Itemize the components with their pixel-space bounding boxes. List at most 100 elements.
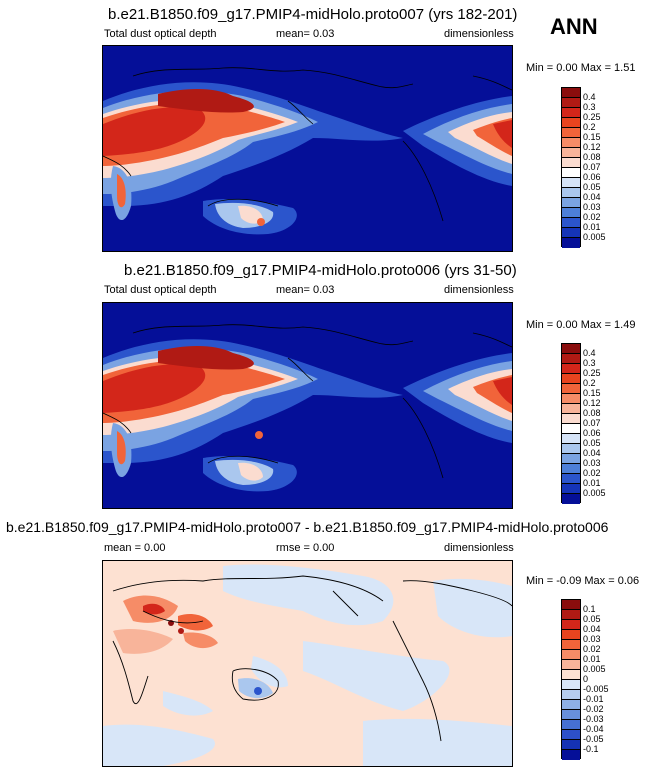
colorbar-tick-label: 0.07 — [583, 162, 601, 172]
colorbar-tick-label: 0.03 — [583, 634, 601, 644]
colorbar-tick-label: 0.02 — [583, 212, 601, 222]
colorbar-swatch — [562, 600, 580, 610]
colorbar-swatch — [562, 650, 580, 660]
colorbar-tick-label: 0.01 — [583, 654, 601, 664]
colorbar-swatch — [562, 454, 580, 464]
colorbar-tick-label: 0.08 — [583, 408, 601, 418]
panel-1-units: dimensionless — [444, 28, 514, 40]
colorbar-tick-label: 0.15 — [583, 132, 601, 142]
colorbar-tick-label: 0.06 — [583, 428, 601, 438]
panel-3-minmax: Min = -0.09 Max = 0.06 — [526, 575, 640, 587]
panel-3-rmse: rmse = 0.00 — [276, 542, 335, 554]
colorbar-tick-label: 0.12 — [583, 398, 601, 408]
colorbar-swatch — [562, 218, 580, 228]
dust-plume-sahara — [103, 339, 403, 463]
colorbar-swatch — [562, 484, 580, 494]
panel-2-colorbar — [561, 343, 581, 504]
colorbar-tick-label: 0.005 — [583, 232, 606, 242]
colorbar-tick-label: 0.2 — [583, 378, 596, 388]
colorbar-tick-label: -0.1 — [583, 744, 599, 754]
dust-australia — [203, 198, 297, 235]
colorbar-tick-label: -0.05 — [583, 734, 604, 744]
colorbar-swatch — [562, 394, 580, 404]
panel-3-map — [102, 560, 513, 767]
colorbar-swatch — [562, 88, 580, 98]
colorbar-tick-label: 0.05 — [583, 438, 601, 448]
colorbar-tick-label: 0.2 — [583, 122, 596, 132]
coastlines — [103, 67, 512, 222]
colorbar-swatch — [562, 238, 580, 248]
colorbar-swatch — [562, 364, 580, 374]
colorbar-tick-label: 0.04 — [583, 192, 601, 202]
colorbar-tick-label: 0.07 — [583, 418, 601, 428]
colorbar-swatch — [562, 384, 580, 394]
colorbar-swatch — [562, 128, 580, 138]
colorbar-swatch — [562, 148, 580, 158]
colorbar-tick-label: 0.01 — [583, 478, 601, 488]
colorbar-tick-label: 0.03 — [583, 458, 601, 468]
colorbar-tick-label: 0.08 — [583, 152, 601, 162]
colorbar-swatch — [562, 178, 580, 188]
colorbar-swatch — [562, 730, 580, 740]
panel-1-minmax: Min = 0.00 Max = 1.51 — [526, 62, 636, 74]
coastlines — [112, 575, 512, 742]
colorbar-tick-label: 0.02 — [583, 468, 601, 478]
colorbar-tick-label: 0.3 — [583, 102, 596, 112]
dust-atlantic — [403, 96, 512, 186]
colorbar-swatch — [562, 228, 580, 238]
colorbar-swatch — [562, 374, 580, 384]
season-label: ANN — [550, 14, 598, 39]
panel-3-units: dimensionless — [444, 542, 514, 554]
colorbar-tick-label: 0.1 — [583, 604, 596, 614]
colorbar-tick-label: -0.01 — [583, 694, 604, 704]
colorbar-tick-label: -0.04 — [583, 724, 604, 734]
colorbar-swatch — [562, 344, 580, 354]
panel-2-units: dimensionless — [444, 284, 514, 296]
colorbar-swatch — [562, 464, 580, 474]
colorbar-tick-label: 0.4 — [583, 348, 596, 358]
colorbar-swatch — [562, 740, 580, 750]
colorbar-swatch — [562, 138, 580, 148]
colorbar-tick-label: 0.05 — [583, 182, 601, 192]
colorbar-tick-label: 0.04 — [583, 624, 601, 634]
colorbar-tick-label: 0.005 — [583, 664, 606, 674]
panel-1-colorbar — [561, 87, 581, 248]
colorbar-swatch — [562, 610, 580, 620]
diff-australia-anomaly — [238, 678, 273, 699]
colorbar-tick-label: 0.4 — [583, 92, 596, 102]
colorbar-tick-label: 0.12 — [583, 142, 601, 152]
colorbar-swatch — [562, 700, 580, 710]
colorbar-tick-label: 0 — [583, 674, 589, 684]
panel-2-map-plot — [103, 324, 512, 492]
coastlines — [103, 324, 512, 479]
panel-2-mean: mean= 0.03 — [276, 284, 335, 296]
colorbar-swatch — [562, 168, 580, 178]
colorbar-swatch — [562, 188, 580, 198]
panel-1-mean: mean= 0.03 — [276, 28, 335, 40]
colorbar-tick-label: 0.25 — [583, 368, 601, 378]
colorbar-swatch — [562, 660, 580, 670]
diff-negative-regions — [103, 564, 512, 766]
panel-2-title: b.e21.B1850.f09_g17.PMIP4-midHolo.proto0… — [124, 262, 517, 279]
colorbar-swatch — [562, 208, 580, 218]
colorbar-swatch — [562, 474, 580, 484]
colorbar-tick-label: 0.06 — [583, 172, 601, 182]
colorbar-swatch — [562, 710, 580, 720]
panel-2-map — [102, 302, 513, 509]
panel-1-map-plot — [103, 67, 512, 235]
colorbar-swatch — [562, 444, 580, 454]
colorbar-swatch — [562, 414, 580, 424]
colorbar-swatch — [562, 198, 580, 208]
colorbar-swatch — [562, 424, 580, 434]
colorbar-swatch — [562, 434, 580, 444]
colorbar-tick-label: 0.3 — [583, 358, 596, 368]
colorbar-tick-label: 0.25 — [583, 112, 601, 122]
colorbar-swatch — [562, 494, 580, 504]
panel-3-colorbar — [561, 599, 581, 760]
colorbar-swatch — [562, 680, 580, 690]
colorbar-tick-label: 0.01 — [583, 222, 601, 232]
colorbar-tick-label: -0.005 — [583, 684, 609, 694]
colorbar-swatch — [562, 108, 580, 118]
colorbar-tick-label: 0.02 — [583, 644, 601, 654]
panel-3-map-plot — [103, 564, 512, 766]
